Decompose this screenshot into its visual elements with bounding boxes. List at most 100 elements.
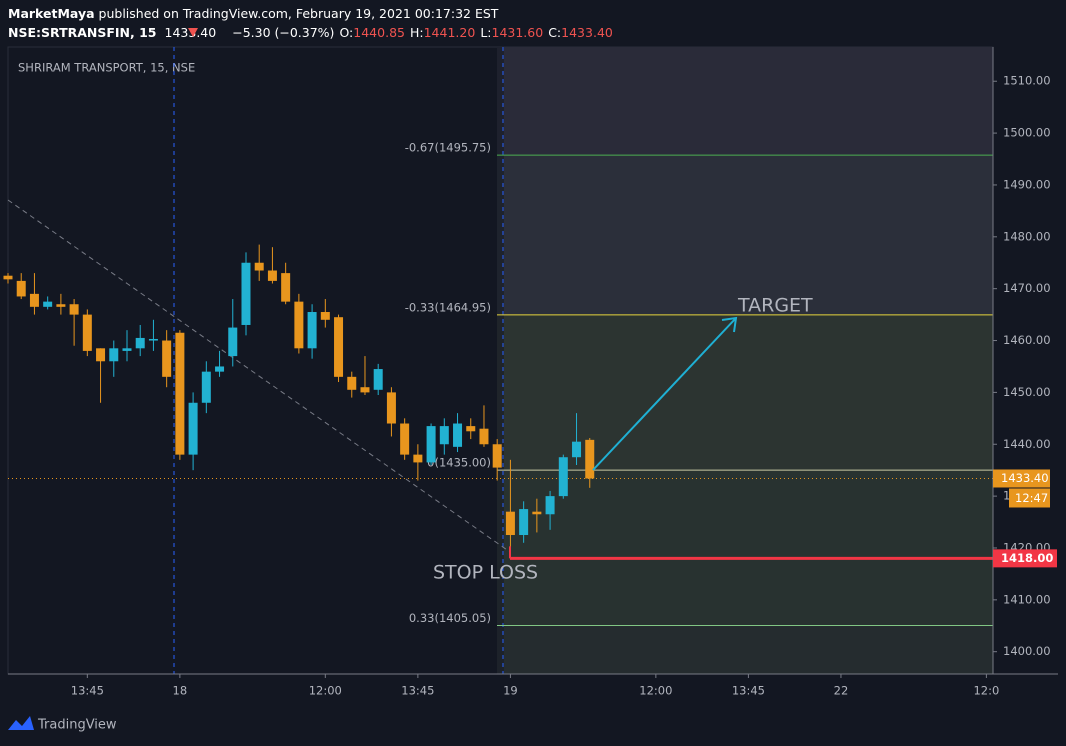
candle-body [558, 457, 568, 497]
arrow-head [721, 316, 738, 333]
brand: TradingView [37, 718, 117, 733]
quote-line: NSE:SRTRANSFIN, 15 1433.40 −5.30 (−0.37%) O… [8, 25, 613, 40]
candle-body [69, 304, 79, 315]
countdown-tag [1009, 488, 1050, 508]
candle-body [320, 312, 330, 320]
x-tick-label: 13:45 [71, 684, 104, 698]
candle-body [148, 338, 158, 341]
fib-zone [497, 155, 993, 315]
x-tick-label: 12:00 [639, 684, 672, 698]
trendline [7, 199, 511, 553]
candle-body [466, 426, 476, 432]
candle-body [519, 509, 529, 536]
y-tick-label: 1410.00 [1003, 592, 1051, 606]
y-tick-label: 1450.00 [1003, 385, 1051, 399]
fib-zone [497, 470, 993, 626]
candle-body [228, 327, 238, 357]
candle-body [453, 423, 463, 447]
candle-body [347, 376, 357, 390]
fib-label: 0.33(1405.05) [409, 611, 491, 625]
y-tick-label: 1480.00 [1003, 229, 1051, 243]
fib-zone [497, 625, 993, 674]
h-label: H: [410, 25, 424, 40]
down-arrow-icon [188, 28, 198, 37]
candle-body [56, 304, 66, 307]
candle-body [201, 371, 211, 403]
y-tick-label: 1470.00 [1003, 281, 1051, 295]
x-tick-label: 13:45 [401, 684, 434, 698]
candle-body [29, 293, 39, 307]
candle-body [532, 511, 542, 515]
last-price-label: 1433.40 [1001, 471, 1049, 485]
candle-body [135, 337, 145, 349]
candle-body [545, 496, 555, 515]
logo: TradingView [8, 716, 117, 733]
stop-loss-label: STOP LOSS [433, 562, 538, 584]
candle-body [505, 511, 515, 536]
h-value: 1441.20 [424, 25, 476, 40]
candle-body [281, 273, 291, 302]
plot: SHRIRAM TRANSPORT, 15, NSE -0.67(1495.75)… [3, 46, 1058, 698]
published: published on TradingView.com, February 1… [99, 6, 499, 21]
candle-body [585, 439, 595, 479]
candle-body [334, 317, 344, 377]
y-tick-label: 1440.00 [1003, 437, 1051, 451]
candle-body [307, 312, 317, 349]
candle-body [439, 426, 449, 445]
target-arrow [592, 317, 737, 471]
y-tick-label: 1500.00 [1003, 126, 1051, 140]
fib-zone [497, 314, 993, 471]
y-tick-label: 1510.00 [1003, 74, 1051, 88]
x-tick-label: 22 [834, 684, 849, 698]
candle-body [175, 332, 185, 455]
candle-body [386, 392, 396, 424]
target-label: TARGET [737, 295, 813, 317]
last-price-tag [993, 469, 1050, 488]
candle-body [572, 441, 582, 458]
l-value: 1431.60 [492, 25, 544, 40]
candle-body [373, 369, 383, 390]
l-label: L: [480, 25, 491, 40]
x-tick-label: 12:00 [309, 684, 342, 698]
candle-body [241, 262, 251, 325]
logo-icon [8, 716, 34, 730]
o-value: 1440.85 [353, 25, 405, 40]
x-tick-label: 12:0 [973, 684, 999, 698]
y-tick-label: 1400.00 [1003, 644, 1051, 658]
candle-body [426, 426, 436, 463]
candle-body [82, 314, 92, 351]
candle-body [188, 402, 198, 455]
fib-label: -0.33(1464.95) [405, 300, 491, 314]
x-tick-label: 19 [503, 684, 518, 698]
fib-zone [497, 47, 993, 156]
candle-body [294, 301, 304, 349]
candle-body [254, 262, 264, 271]
change: −5.30 (−0.37%) [232, 25, 334, 40]
candle-body [215, 366, 225, 372]
candle-body [413, 454, 423, 463]
candle-body [43, 301, 53, 307]
publish-line: MarketMaya published on TradingView.com,… [8, 6, 499, 21]
publisher: MarketMaya [8, 6, 95, 21]
x-tick-label: 13:45 [732, 684, 765, 698]
stop-tag-label: 1418.00 [1001, 551, 1053, 565]
candle-body [400, 423, 410, 455]
fib-label: -0.67(1495.75) [405, 141, 491, 155]
candle-body [96, 348, 106, 362]
candle-body [162, 340, 172, 377]
candle-body [3, 275, 13, 280]
chart-title: SHRIRAM TRANSPORT, 15, NSE [18, 61, 195, 75]
y-tick-label: 1460.00 [1003, 333, 1051, 347]
c-label: C: [548, 25, 561, 40]
x-tick-label: 18 [173, 684, 188, 698]
candle-body [479, 428, 489, 445]
countdown-label: 12:47 [1015, 491, 1048, 505]
o-label: O: [339, 25, 353, 40]
c-value: 1433.40 [561, 25, 613, 40]
candle-body [16, 280, 26, 297]
session-gap [497, 47, 504, 674]
candle-body [267, 270, 277, 281]
candle-body [122, 348, 132, 351]
stop-tag [993, 549, 1057, 568]
